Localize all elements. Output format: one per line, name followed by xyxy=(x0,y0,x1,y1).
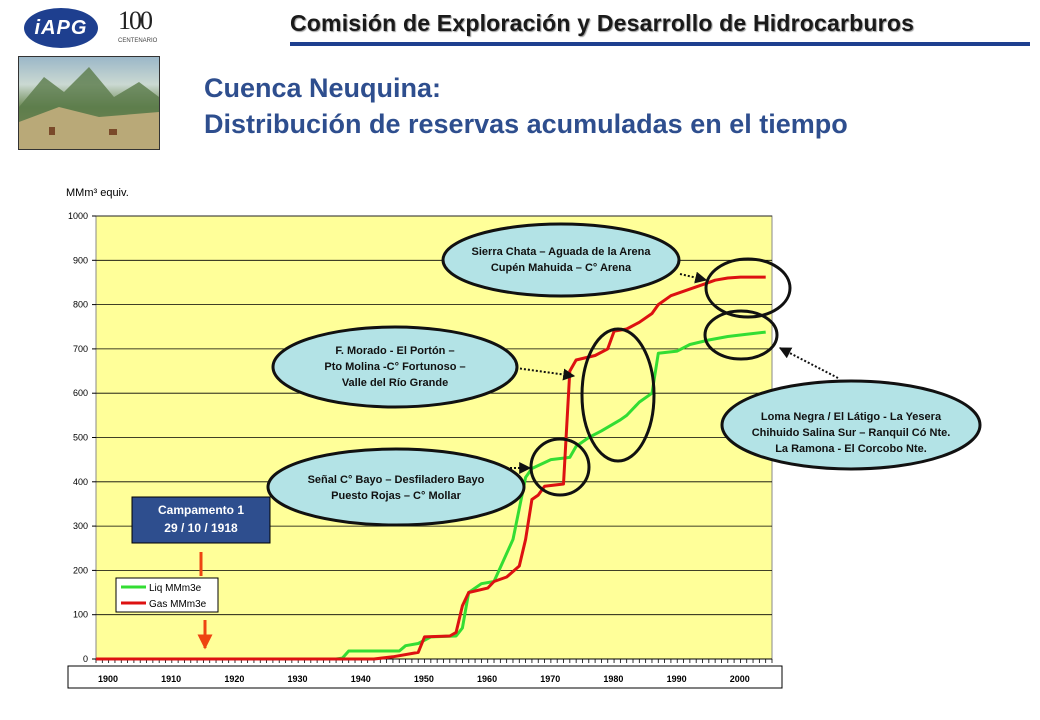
legend-label-liq: Liq MMm3e xyxy=(149,583,202,594)
header-title: Comisión de Exploración y Desarrollo de … xyxy=(290,10,915,36)
y-tick-label: 1000 xyxy=(68,211,88,221)
slide-title-line2: Distribución de reservas acumuladas en e… xyxy=(204,109,848,139)
x-tick-label: 1960 xyxy=(477,674,497,684)
y-tick-label: 100 xyxy=(73,610,88,620)
callout-loma-negra-line3: La Ramona - El Corcobo Nte. xyxy=(775,443,927,455)
callout-morado-line1: F. Morado - El Portón – xyxy=(335,345,454,357)
centenario-caption: CENTENARIO xyxy=(118,38,158,44)
x-tick-label: 1980 xyxy=(603,674,623,684)
connector-loma-negra xyxy=(778,347,839,379)
x-tick-label: 2000 xyxy=(730,674,750,684)
header-rule xyxy=(290,42,1030,46)
slide-title-line1: Cuenca Neuquina: xyxy=(204,73,442,103)
campamento-line2: 29 / 10 / 1918 xyxy=(164,521,238,535)
callout-sierra-chata-line1: Sierra Chata – Aguada de la Arena xyxy=(472,246,652,258)
highlight-ellipse-sierra-chata xyxy=(704,257,792,319)
centenario-number: 100 xyxy=(118,6,153,35)
callout-loma-negra: Loma Negra / El Látigo - La Yesera Chihu… xyxy=(720,379,982,471)
x-tick-label: 1910 xyxy=(161,674,181,684)
campamento-label: Campamento 1 29 / 10 / 1918 xyxy=(131,496,271,544)
x-tick-label: 1900 xyxy=(98,674,118,684)
callout-senal-line2: Puesto Rojas – C° Mollar xyxy=(331,490,461,502)
slide-title: Cuenca Neuquina: Distribución de reserva… xyxy=(204,70,848,142)
iapg-logo: iAPG xyxy=(24,8,98,48)
y-tick-label: 200 xyxy=(73,565,88,575)
callout-senal: Señal C° Bayo – Desfiladero Bayo Puesto … xyxy=(266,447,526,527)
callout-sierra-chata-line2: Cupén Mahuida – C° Arena xyxy=(491,262,632,274)
callout-sierra-chata: Sierra Chata – Aguada de la Arena Cupén … xyxy=(441,222,681,298)
x-tick-label: 1970 xyxy=(540,674,560,684)
connector-sierra-chata xyxy=(679,271,708,284)
landscape-art xyxy=(19,67,159,149)
highlight-ellipse-morado xyxy=(580,327,656,463)
y-tick-label: 500 xyxy=(73,433,88,443)
y-tick-label: 800 xyxy=(73,300,88,310)
centenario-logo: 100 CENTENARIO xyxy=(112,4,162,54)
y-axis-ticks: 0 100 200 300 400 500 600 700 800 900 1000 xyxy=(68,211,96,664)
y-tick-label: 300 xyxy=(73,521,88,531)
y-tick-label: 600 xyxy=(73,388,88,398)
y-axis-label: MMm³ equiv. xyxy=(66,187,129,199)
x-tick-label: 1990 xyxy=(667,674,687,684)
highlight-ellipse-loma-negra xyxy=(703,309,779,361)
campamento-line1: Campamento 1 xyxy=(158,503,244,517)
y-tick-label: 700 xyxy=(73,344,88,354)
x-tick-label: 1920 xyxy=(224,674,244,684)
y-tick-label: 900 xyxy=(73,255,88,265)
legend: Liq MMm3e Gas MMm3e xyxy=(115,577,219,613)
callout-morado: F. Morado - El Portón – Pto Molina -C° F… xyxy=(271,325,519,409)
callout-loma-negra-line2: Chihuido Salina Sur – Ranquil Có Nte. xyxy=(752,427,951,439)
callout-morado-line2: Pto Molina -C° Fortunoso – xyxy=(324,361,465,373)
callout-senal-line1: Señal C° Bayo – Desfiladero Bayo xyxy=(308,474,485,486)
x-tick-label: 1940 xyxy=(351,674,371,684)
legend-label-gas: Gas MMm3e xyxy=(149,599,207,610)
x-axis-minor-ticks xyxy=(95,659,773,663)
y-tick-label: 400 xyxy=(73,477,88,487)
x-axis-ticks: 1900 1910 1920 1930 1940 1950 1960 1970 1980 1990… xyxy=(98,674,750,684)
x-tick-label: 1950 xyxy=(414,674,434,684)
x-axis-label-box xyxy=(67,665,783,689)
series-line-gas xyxy=(96,275,766,661)
callout-loma-negra-line1: Loma Negra / El Látigo - La Yesera xyxy=(761,411,942,423)
connector-morado xyxy=(515,367,576,381)
y-tick-label: 0 xyxy=(83,654,88,664)
landscape-painting xyxy=(18,56,160,150)
x-tick-label: 1930 xyxy=(288,674,308,684)
callout-morado-line3: Valle del Río Grande xyxy=(342,377,448,389)
